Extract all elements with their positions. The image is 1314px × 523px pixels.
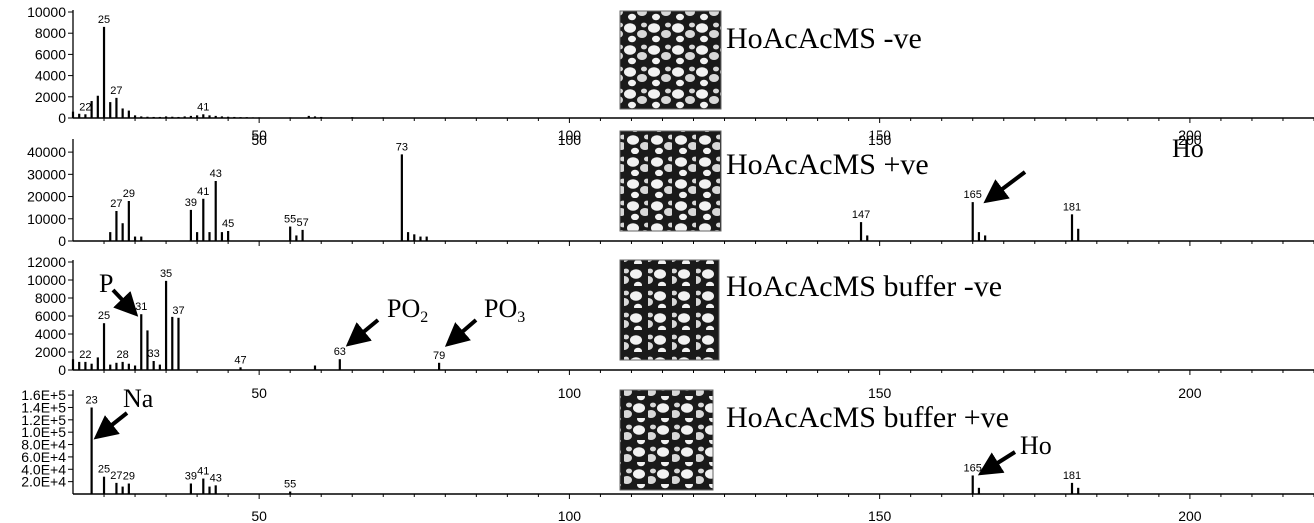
y-tick-label-2: 10000 [27, 211, 66, 227]
y-tick-label-4: 2.0E+4 [21, 474, 66, 490]
peak-label-4: 41 [197, 466, 209, 478]
peak-label-2: 57 [296, 217, 308, 229]
x-tick-label-3: 150 [868, 385, 892, 401]
x-tick-label-4: 200 [1178, 508, 1202, 523]
x-tick-label-2: 150 [868, 132, 892, 148]
y-tick-label-2: 40000 [27, 144, 66, 160]
y-tick-label-4: 8.0E+4 [21, 437, 66, 453]
peak-label-2: 45 [222, 218, 234, 230]
sims-image-2 [619, 130, 722, 232]
y-tick-label-3: 2000 [35, 344, 66, 360]
peak-label-3: 35 [160, 268, 172, 280]
peak-label-1: 22 [79, 101, 91, 113]
x-tick-label-4: 100 [558, 508, 582, 523]
y-tick-label-3: 0 [58, 362, 66, 378]
y-tick-label-4: 6.0E+4 [21, 449, 66, 465]
panel-title-4: HoAcAcMS buffer +ve [726, 401, 1009, 434]
peak-label-3: 79 [433, 350, 445, 362]
peak-label-3: 63 [334, 346, 346, 358]
y-tick-label-4: 1.0E+5 [21, 424, 66, 440]
peak-label-4: 181 [1063, 470, 1081, 482]
x-tick-label-4: 50 [251, 508, 267, 523]
peak-label-4: 43 [210, 472, 222, 484]
peak-label-4: 25 [98, 464, 110, 476]
peak-label-2: 39 [185, 197, 197, 209]
sims-image-3 [619, 259, 720, 361]
y-tick-label-2: 0 [58, 233, 66, 249]
x-tick-label-3: 100 [558, 385, 582, 401]
x-tick-label-1: 150 [868, 128, 891, 144]
y-tick-label-4: 1.4E+5 [21, 399, 66, 415]
panel-title-2: HoAcAcMS +ve [726, 148, 929, 181]
peak-annotation-3: PO3 [484, 294, 525, 326]
x-tick-label-3: 200 [1178, 385, 1202, 401]
peak-label-1: 41 [197, 101, 209, 113]
peak-annotation-3: P [99, 269, 113, 298]
x-tick-label-1: 200 [1178, 127, 1202, 143]
sims-image-4 [619, 389, 714, 491]
y-tick-label-1: 8000 [35, 25, 66, 41]
peak-label-4: 27 [110, 470, 122, 482]
peak-label-3: 28 [117, 349, 129, 361]
peak-label-3: 31 [135, 301, 147, 313]
peak-label-2: 73 [396, 141, 408, 153]
x-tick-label-1: 50 [251, 127, 267, 143]
y-tick-label-3: 10000 [27, 272, 66, 288]
peak-label-3: 33 [148, 348, 160, 360]
annotation-arrow-4 [977, 450, 1017, 476]
peak-label-2: 55 [284, 214, 296, 226]
x-tick-label-2: 200 [1178, 132, 1202, 148]
annotation-arrow-2 [983, 170, 1027, 204]
y-tick-label-3: 6000 [35, 308, 66, 324]
peak-label-4: 29 [123, 470, 135, 482]
y-tick-label-4: 4.0E+4 [21, 461, 66, 477]
peak-label-2: 147 [852, 209, 870, 221]
peak-label-2: 181 [1063, 201, 1081, 213]
peak-label-1: 27 [110, 85, 122, 97]
peak-label-3: 25 [98, 310, 110, 322]
x-tick-label-2: 100 [558, 132, 582, 148]
peak-label-1: 25 [98, 14, 110, 26]
peak-label-2: 43 [210, 168, 222, 180]
peak-label-3: 37 [172, 305, 184, 317]
panel-title-3: HoAcAcMS buffer -ve [726, 270, 1002, 303]
y-tick-label-3: 12000 [27, 254, 66, 270]
sims-image-1 [619, 10, 722, 110]
annotation-arrow-3 [345, 318, 380, 347]
y-tick-label-4: 1.2E+5 [21, 412, 66, 428]
peak-label-4: 165 [964, 462, 982, 474]
peak-label-4: 55 [284, 479, 296, 491]
peak-label-3: 22 [79, 349, 91, 361]
peak-label-2: 27 [110, 198, 122, 210]
y-tick-label-3: 4000 [35, 326, 66, 342]
x-tick-label-4: 150 [868, 508, 892, 523]
peak-annotation-4: Ho [1020, 431, 1052, 460]
peak-annotation-4: Na [123, 384, 154, 413]
annotation-arrow-3 [444, 318, 478, 347]
peak-label-4: 39 [185, 470, 197, 482]
peak-label-2: 41 [197, 186, 209, 198]
y-tick-label-2: 30000 [27, 166, 66, 182]
panel-title-1: HoAcAcMS -ve [726, 22, 922, 55]
peak-annotation-2: Ho [1172, 134, 1204, 163]
peak-label-3: 47 [234, 354, 246, 366]
y-tick-label-3: 8000 [35, 290, 66, 306]
x-tick-label-1: 100 [558, 127, 582, 143]
x-tick-label-3: 50 [251, 385, 267, 401]
peak-label-4: 23 [85, 394, 97, 406]
annotation-arrow-4 [93, 411, 129, 440]
annotation-arrow-3 [111, 288, 139, 317]
x-tick-label-2: 50 [251, 132, 267, 148]
y-tick-label-4: 1.6E+5 [21, 387, 66, 403]
peak-label-2: 29 [123, 188, 135, 200]
y-tick-label-1: 6000 [35, 46, 66, 62]
y-tick-label-2: 20000 [27, 189, 66, 205]
peak-label-2: 165 [964, 189, 982, 201]
y-tick-label-1: 10000 [27, 4, 66, 20]
peak-annotation-3: PO2 [387, 294, 428, 326]
y-tick-label-1: 4000 [35, 68, 66, 84]
y-tick-label-1: 2000 [35, 89, 66, 105]
y-tick-label-1: 0 [58, 110, 66, 126]
